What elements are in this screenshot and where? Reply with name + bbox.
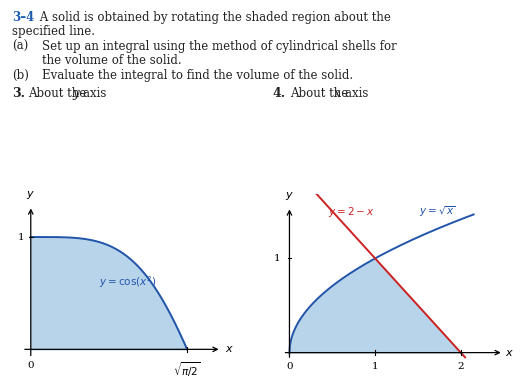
Text: $x$: $x$ (225, 344, 234, 354)
Text: $x$: $x$ (505, 347, 514, 358)
Text: 1: 1 (372, 362, 378, 371)
Text: -axis: -axis (80, 87, 108, 100)
Text: the volume of the solid.: the volume of the solid. (42, 54, 182, 67)
Text: $y$: $y$ (285, 190, 294, 202)
Text: About the: About the (28, 87, 90, 100)
Text: -axis: -axis (342, 87, 369, 100)
Text: x: x (334, 87, 340, 100)
Text: $y$: $y$ (26, 189, 35, 201)
Text: 2: 2 (457, 362, 464, 371)
Text: $y = 2-x$: $y = 2-x$ (328, 205, 375, 219)
Text: y: y (72, 87, 79, 100)
Text: 1: 1 (17, 232, 24, 242)
Text: A solid is obtained by rotating the shaded region about the: A solid is obtained by rotating the shad… (36, 11, 391, 24)
Text: $\sqrt{\pi/2}$: $\sqrt{\pi/2}$ (173, 360, 201, 379)
Text: 3–4: 3–4 (12, 11, 34, 24)
Text: 4.: 4. (272, 87, 285, 100)
Text: 3.: 3. (12, 87, 25, 100)
Text: 0: 0 (27, 360, 34, 370)
Text: Evaluate the integral to find the volume of the solid.: Evaluate the integral to find the volume… (42, 69, 353, 82)
Text: (b): (b) (12, 69, 29, 82)
Text: About the: About the (290, 87, 352, 100)
Text: $y = \cos(x^2)$: $y = \cos(x^2)$ (100, 274, 157, 290)
Text: $y = \sqrt{x}$: $y = \sqrt{x}$ (418, 204, 455, 219)
Text: (a): (a) (12, 40, 28, 53)
Text: specified line.: specified line. (12, 25, 95, 38)
Text: Set up an integral using the method of cylindrical shells for: Set up an integral using the method of c… (42, 40, 397, 53)
Text: 0: 0 (286, 362, 293, 371)
Text: 1: 1 (274, 254, 281, 263)
